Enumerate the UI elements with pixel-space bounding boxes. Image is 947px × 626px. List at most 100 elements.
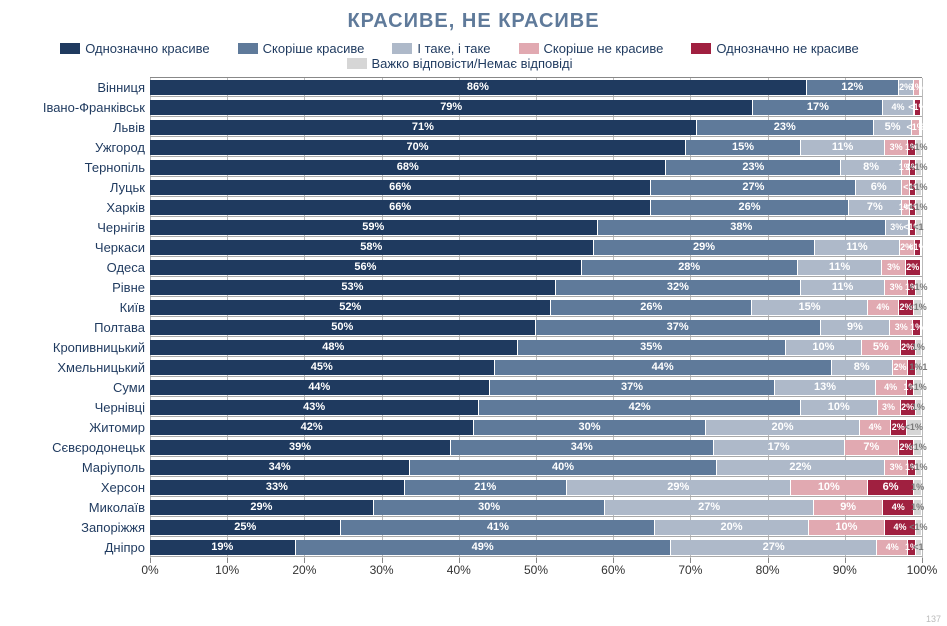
legend-label: Скоріше не красиве	[544, 41, 664, 56]
bar-segment	[921, 100, 922, 115]
segment-value: 79%	[440, 101, 462, 113]
legend-swatch	[519, 43, 539, 54]
segment-value: 30%	[579, 421, 601, 433]
legend: Однозначно красивеСкоріше красивеІ таке,…	[10, 41, 937, 71]
bar-row: Полтава50%37%9%3%1%	[150, 318, 922, 338]
segment-value: 4%	[876, 302, 889, 312]
legend-label: Важко відповісти/Немає відповіді	[372, 56, 573, 71]
bar-segment: 8%	[841, 160, 902, 175]
bar-segment: <1%	[916, 200, 922, 215]
segment-value: 27%	[698, 501, 720, 513]
bar-segment: 53%	[150, 280, 556, 295]
segment-value: 25%	[234, 521, 256, 533]
segment-value: 1%	[912, 342, 925, 352]
bar-segment: 48%	[150, 340, 518, 355]
bar-segment: <1%	[907, 420, 922, 435]
bar-row: Житомир42%30%20%4%2%<1%	[150, 418, 922, 438]
segment-value: <1%	[907, 122, 925, 132]
bar-segment: 17%	[753, 100, 883, 115]
city-label: Суми	[10, 378, 145, 398]
segment-value: 1%1	[909, 362, 927, 372]
bar-row: Тернопіль68%23%8%1%1%<1%	[150, 158, 922, 178]
bar-track: 71%23%5%<1%	[150, 120, 922, 137]
bar-segment: 4%	[883, 500, 914, 515]
bar-segment: 13%	[775, 380, 875, 395]
segment-value: <1	[913, 542, 923, 552]
legend-item: Важко відповісти/Немає відповіді	[347, 56, 573, 71]
segment-value: 5%	[873, 341, 889, 353]
segment-value: 3%	[890, 282, 903, 292]
bar-track: 33%21%29%10%6%1%	[150, 480, 922, 497]
segment-value: 11%	[829, 261, 850, 273]
segment-value: 2%	[892, 422, 905, 432]
segment-value: <1%	[909, 142, 927, 152]
x-tick-label: 90%	[833, 563, 857, 577]
bar-track: 70%15%11%3%1%<1%	[150, 140, 922, 157]
segment-value: 23%	[774, 121, 796, 133]
bar-segment: 1%	[916, 340, 922, 355]
segment-value: 71%	[412, 121, 434, 133]
segment-value: 15%	[732, 141, 754, 153]
bar-track: 59%38%3%<1%<1	[150, 220, 922, 237]
chart-title: КРАСИВЕ, НЕ КРАСИВЕ	[10, 10, 937, 33]
segment-value: 66%	[389, 201, 411, 213]
bar-segment: 4%	[868, 300, 899, 315]
x-tick-label: 40%	[447, 563, 471, 577]
bar-segment: 37%	[490, 380, 776, 395]
segment-value: 10%	[818, 481, 840, 493]
x-tick-label: 60%	[601, 563, 625, 577]
bar-segment: 39%	[150, 440, 451, 455]
bar-segment: 25%	[150, 520, 341, 535]
bar-segment: 9%	[821, 320, 890, 335]
city-label: Житомир	[10, 418, 145, 438]
bar-segment: 33%	[150, 480, 405, 495]
segment-value: <1%	[909, 282, 927, 292]
bar-track: 29%30%27%9%4%1%	[150, 500, 922, 517]
bar-row: Маріуполь34%40%22%3%1%<1%	[150, 458, 922, 478]
bar-segment: 2%	[893, 360, 908, 375]
bar-segment: 37%	[536, 320, 821, 335]
bar-track: 43%42%10%3%2%1%	[150, 400, 922, 417]
x-tick-label: 100%	[907, 563, 938, 577]
x-tick-label: 70%	[678, 563, 702, 577]
bar-segment: 20%	[706, 420, 860, 435]
segment-value: 29%	[250, 501, 272, 513]
segment-value: 4%	[892, 102, 905, 112]
city-label: Херсон	[10, 478, 145, 498]
segment-value: <1%	[909, 302, 927, 312]
bar-track: 52%26%15%4%2%<1%	[150, 300, 922, 317]
bar-track: 79%17%4%<1%	[150, 100, 922, 117]
bar-segment: 3%	[878, 400, 901, 415]
segment-value: 2%	[894, 362, 907, 372]
segment-value: 42%	[629, 401, 651, 413]
bar-segment: 71%	[150, 120, 697, 135]
bar-segment: <1%	[914, 440, 922, 455]
bar-track: 50%37%9%3%1%	[150, 320, 922, 337]
segment-value: 1%	[911, 502, 924, 512]
bar-segment: 27%	[671, 540, 878, 555]
segment-value: <1%	[908, 102, 926, 112]
segment-value: <1%	[909, 162, 927, 172]
segment-value: 68%	[397, 161, 419, 173]
bar-segment: 7%	[845, 440, 899, 455]
legend-swatch	[60, 43, 80, 54]
bar-segment: 15%	[686, 140, 801, 155]
segment-value: 44%	[652, 361, 674, 373]
x-axis: 0%10%20%30%40%50%60%70%80%90%100%	[150, 558, 922, 580]
bar-row: Харків66%26%7%1%<1%<1%	[150, 198, 922, 218]
segment-value: 6%	[871, 181, 887, 193]
legend-item: Однозначно красиве	[60, 41, 209, 56]
bar-row: Львів71%23%5%<1%	[150, 118, 922, 138]
segment-value: 37%	[621, 381, 643, 393]
city-label: Кропивницький	[10, 338, 145, 358]
bar-track: 39%34%17%7%2%<1%	[150, 440, 922, 457]
segment-value: 8%	[854, 361, 870, 373]
segment-value: 7%	[867, 201, 883, 213]
bar-row: Херсон33%21%29%10%6%1%	[150, 478, 922, 498]
legend-item: Однозначно не красиве	[691, 41, 858, 56]
city-label: Рівне	[10, 278, 145, 298]
city-label: Тернопіль	[10, 158, 145, 178]
segment-value: 42%	[301, 421, 323, 433]
bar-segment: 70%	[150, 140, 686, 155]
segment-value: 1%	[912, 402, 925, 412]
